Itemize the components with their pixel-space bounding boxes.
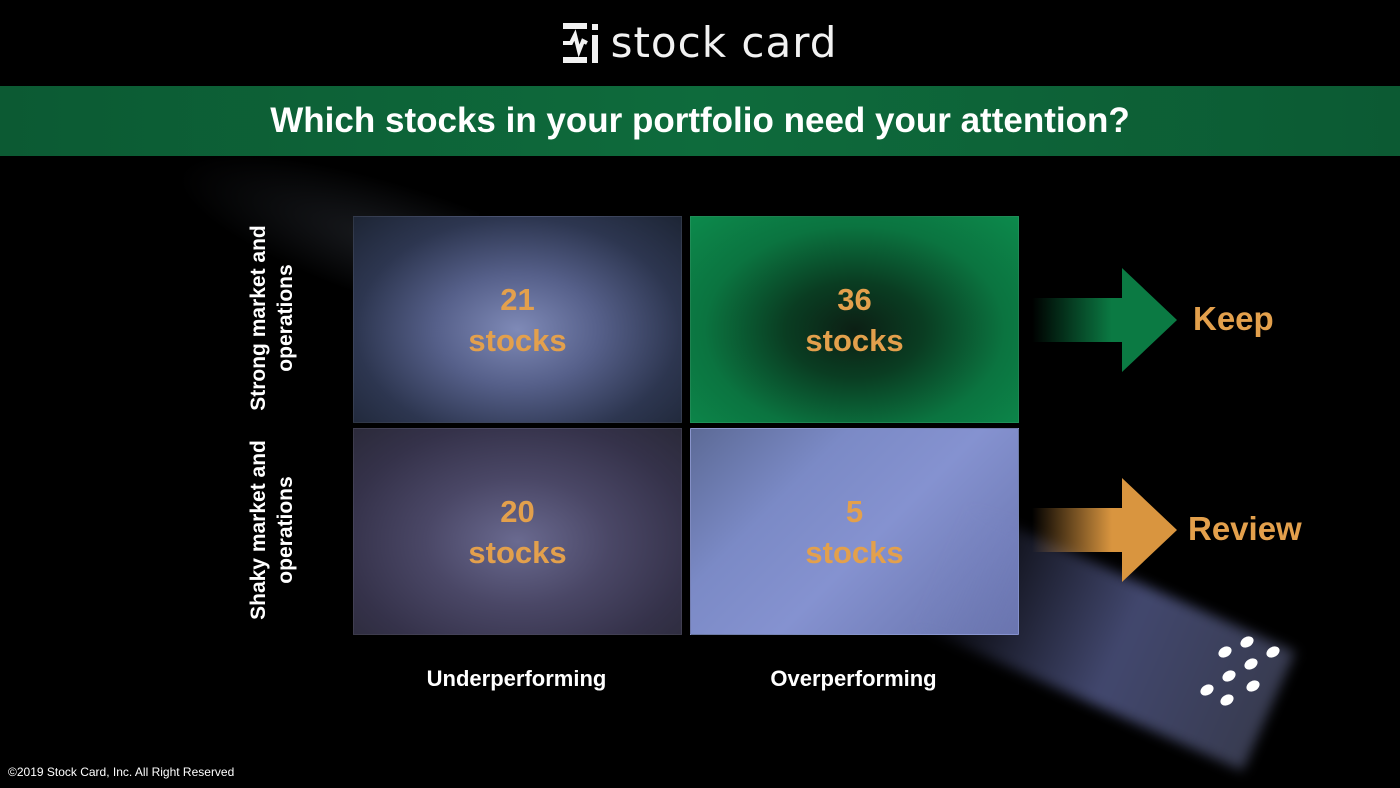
copyright-footer: ©2019 Stock Card, Inc. All Right Reserve… [8,765,234,779]
logo-text: stock card [611,18,838,67]
cell-strong-underperforming: 21 stocks [353,216,682,423]
keep-arrow-icon [1032,268,1177,372]
column-label-underperforming: Underperforming [353,666,680,692]
column-label-overperforming: Overperforming [690,666,1017,692]
cell-unit: stocks [468,532,566,573]
row-label-strong: Strong market and operations [245,213,299,423]
logo: stock card [0,18,1400,67]
cell-count: 36 [837,279,871,320]
cell-count: 5 [846,491,863,532]
page-title: Which stocks in your portfolio need your… [270,101,1129,141]
keep-label: Keep [1193,300,1274,338]
cell-unit: stocks [468,320,566,361]
cell-count: 20 [500,491,534,532]
review-arrow-icon [1032,478,1177,582]
stock-card-logo-icon [563,21,601,65]
cell-count: 21 [500,279,534,320]
cell-shaky-underperforming: 20 stocks [353,428,682,635]
cell-unit: stocks [805,320,903,361]
row-label-shaky: Shaky market and operations [245,425,299,635]
cell-unit: stocks [805,532,903,573]
cell-strong-overperforming: 36 stocks [690,216,1019,423]
review-label: Review [1188,510,1302,548]
spotlight-lamps-icon [1195,630,1295,710]
